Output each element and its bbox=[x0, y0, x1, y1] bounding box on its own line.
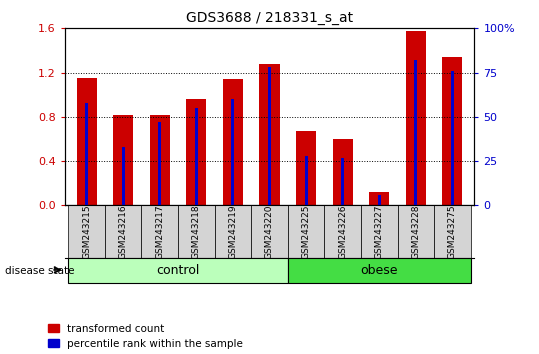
Bar bbox=[223, 79, 243, 205]
Bar bbox=[158, 122, 161, 205]
Text: disease state: disease state bbox=[5, 266, 75, 276]
Text: GSM243218: GSM243218 bbox=[192, 205, 201, 259]
Bar bbox=[178, 205, 215, 258]
Text: control: control bbox=[156, 264, 200, 277]
Bar bbox=[215, 205, 251, 258]
Bar bbox=[268, 67, 271, 205]
Text: GSM243228: GSM243228 bbox=[411, 205, 420, 259]
Bar bbox=[85, 103, 88, 205]
Text: GSM243275: GSM243275 bbox=[448, 205, 457, 259]
Bar bbox=[443, 57, 462, 205]
Bar bbox=[150, 115, 170, 205]
Text: GSM243217: GSM243217 bbox=[155, 205, 164, 259]
Text: GSM243227: GSM243227 bbox=[375, 205, 384, 259]
Bar bbox=[378, 195, 381, 205]
Bar bbox=[186, 99, 206, 205]
Bar bbox=[398, 205, 434, 258]
Bar bbox=[113, 115, 133, 205]
Bar bbox=[451, 71, 454, 205]
Bar bbox=[195, 108, 198, 205]
Bar bbox=[231, 99, 234, 205]
Title: GDS3688 / 218331_s_at: GDS3688 / 218331_s_at bbox=[186, 11, 353, 24]
Bar bbox=[141, 205, 178, 258]
Bar bbox=[68, 258, 288, 283]
Bar bbox=[414, 60, 417, 205]
Bar bbox=[296, 131, 316, 205]
Bar bbox=[324, 205, 361, 258]
Bar bbox=[305, 156, 308, 205]
Bar bbox=[434, 205, 471, 258]
Text: GSM243225: GSM243225 bbox=[302, 205, 310, 259]
Legend: transformed count, percentile rank within the sample: transformed count, percentile rank withi… bbox=[49, 324, 243, 349]
Bar bbox=[406, 30, 426, 205]
Bar bbox=[369, 192, 389, 205]
Bar bbox=[105, 205, 141, 258]
Text: GSM243215: GSM243215 bbox=[82, 205, 91, 259]
Text: GSM243216: GSM243216 bbox=[119, 205, 128, 259]
Text: GSM243220: GSM243220 bbox=[265, 205, 274, 259]
Bar bbox=[259, 64, 280, 205]
Text: obese: obese bbox=[361, 264, 398, 277]
Text: GSM243219: GSM243219 bbox=[229, 205, 237, 259]
Bar bbox=[122, 147, 125, 205]
Bar bbox=[361, 205, 398, 258]
Bar bbox=[77, 78, 96, 205]
Bar bbox=[288, 205, 324, 258]
Bar bbox=[333, 139, 353, 205]
Bar bbox=[68, 205, 105, 258]
Bar bbox=[288, 258, 471, 283]
Bar bbox=[341, 158, 344, 205]
Bar bbox=[251, 205, 288, 258]
Text: GSM243226: GSM243226 bbox=[338, 205, 347, 259]
